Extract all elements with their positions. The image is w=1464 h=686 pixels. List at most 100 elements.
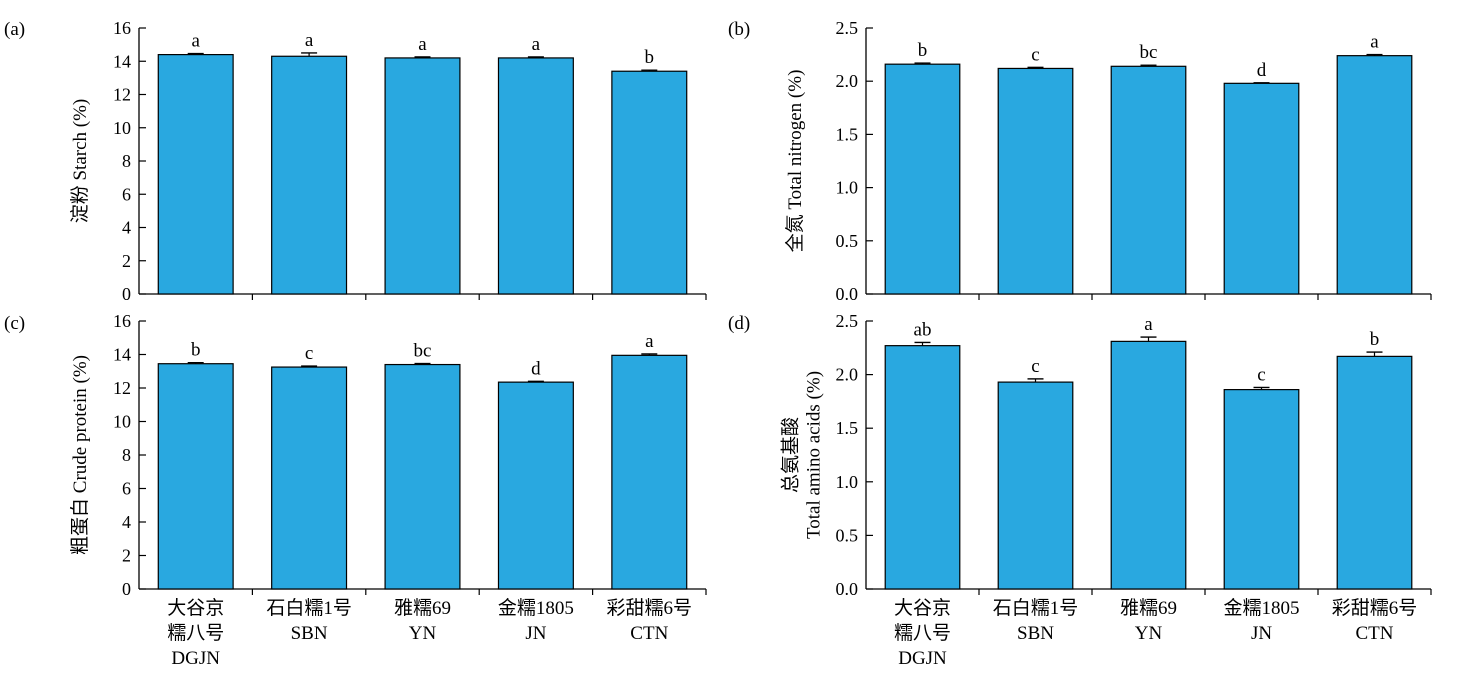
- panel-c-significance-label: c: [305, 343, 313, 364]
- panel-d-y-tick-label: 2.0: [836, 365, 859, 385]
- panel-c-y-tick-label: 2: [122, 546, 131, 566]
- panel-b-label: (b): [728, 19, 750, 40]
- panel-a-bar: [497, 57, 574, 295]
- panel-c-x-tick-label: DGJN: [171, 648, 220, 669]
- panel-b-bar: [1223, 82, 1300, 295]
- panel-d-y-axis-title-line: 总氨基酸: [780, 417, 802, 493]
- panel-d-significance-label: b: [1370, 329, 1380, 350]
- panel-d-y-tick-label: 0.0: [836, 579, 859, 599]
- panel-b-y-tick-label: 1.0: [836, 178, 859, 198]
- panel-a-bar: [611, 70, 688, 295]
- panel-b-bar: [884, 63, 961, 295]
- panel-d-bar: [1223, 389, 1300, 590]
- panel-c-x-tick-label: 金糯1805: [498, 597, 574, 619]
- panel-c-x-tick-label: 彩甜糯6号: [607, 597, 693, 619]
- panel-c-bar: [384, 363, 461, 590]
- panel-d-x-tick-label: CTN: [1356, 623, 1394, 644]
- panel-a-y-tick-label: 16: [113, 18, 131, 38]
- panel-a-y-tick-label: 2: [122, 251, 131, 271]
- panel-c-label: (c): [4, 313, 25, 334]
- panel-b-bar: [1110, 65, 1187, 295]
- panel-d-x-tick-label: JN: [1251, 623, 1272, 644]
- panel-d-y-axis-title-line: Total amino acids (%): [803, 371, 824, 539]
- panel-c-significance-label: a: [645, 331, 654, 352]
- panel-b-y-tick-label: 1.5: [836, 124, 859, 144]
- panel-a-bar: [271, 55, 348, 295]
- panel-b-y-axis-title: 全氮 Total nitrogen (%): [784, 70, 806, 253]
- panel-a-y-tick-label: 0: [122, 284, 131, 304]
- panel-b-significance-label: c: [1031, 44, 1039, 65]
- panel-d-x-tick-label: 雅糯69: [1120, 597, 1177, 619]
- panel-a-significance-label: a: [418, 34, 427, 55]
- panel-c-y-tick-label: 14: [113, 345, 131, 365]
- panel-d-x-tick-label: 金糯1805: [1223, 597, 1299, 619]
- panel-d-significance-label: a: [1144, 314, 1153, 335]
- panel-a-y-tick-label: 14: [113, 51, 131, 71]
- panel-b-significance-label: b: [918, 40, 928, 61]
- panel-b-significance-label: bc: [1140, 42, 1158, 63]
- panel-c-x-tick-label: 糯八号: [167, 622, 224, 644]
- panel-c-y-tick-label: 10: [113, 412, 131, 432]
- panel-b-y-tick-label: 0.5: [836, 231, 859, 251]
- panel-a-y-axis-title: 淀粉 Starch (%): [69, 99, 91, 224]
- panel-b-bar: [1336, 55, 1413, 295]
- panel-c-y-tick-label: 6: [122, 479, 131, 499]
- panel-c-y-tick-label: 12: [113, 378, 131, 398]
- panel-b-y-tick-label: 2.0: [836, 71, 859, 91]
- panel-c-x-tick-label: 石白糯1号: [266, 597, 352, 619]
- panel-d-x-tick-label: 彩甜糯6号: [1332, 597, 1418, 619]
- panel-a-y-tick-label: 8: [122, 151, 131, 171]
- panel-c-significance-label: d: [531, 358, 541, 379]
- panel-c-x-tick-label: CTN: [630, 623, 668, 644]
- panel-d-x-tick-label: 糯八号: [894, 622, 951, 644]
- panel-a-y-tick-label: 12: [113, 85, 131, 105]
- panel-c-x-tick-label: 大谷京: [167, 597, 224, 619]
- panel-d-y-tick-label: 2.5: [836, 311, 859, 331]
- panel-c-x-tick-label: JN: [525, 623, 546, 644]
- panel-c-bar: [157, 363, 234, 590]
- panel-d-y-tick-label: 1.5: [836, 418, 859, 438]
- panel-b-y-tick-label: 2.5: [836, 18, 859, 38]
- panel-d-significance-label: ab: [914, 319, 932, 340]
- panel-b-bar: [997, 67, 1074, 295]
- panel-a-significance-label: a: [532, 34, 541, 55]
- panel-d-y-tick-label: 0.5: [836, 525, 859, 545]
- panel-c-y-tick-label: 16: [113, 311, 131, 331]
- panel-a-significance-label: a: [191, 31, 200, 52]
- panel-d-y-tick-label: 1.0: [836, 472, 859, 492]
- panel-a-bar: [384, 57, 461, 295]
- panel-b-significance-label: a: [1370, 32, 1379, 53]
- panel-d-x-tick-label: YN: [1135, 623, 1163, 644]
- panel-a-y-tick-label: 4: [122, 218, 131, 238]
- panel-c-y-tick-label: 8: [122, 445, 131, 465]
- panel-c-y-axis-title: 粗蛋白 Crude protein (%): [69, 355, 91, 555]
- panel-c-bar: [271, 366, 348, 590]
- panel-d-bar: [997, 381, 1074, 590]
- panel-d-x-tick-label: 大谷京: [894, 597, 951, 619]
- panel-c-x-tick-label: SBN: [291, 623, 328, 644]
- panel-a-y-tick-label: 6: [122, 184, 131, 204]
- panel-d-x-tick-label: SBN: [1017, 623, 1054, 644]
- panel-a-label: (a): [4, 19, 25, 40]
- panel-c-bar: [611, 354, 688, 590]
- panel-c-y-tick-label: 0: [122, 579, 131, 599]
- panel-d-bar: [1110, 340, 1187, 590]
- panel-a-bar: [157, 53, 234, 295]
- panel-a-y-tick-label: 10: [113, 118, 131, 138]
- panel-d-bar: [1336, 355, 1413, 590]
- panel-c-x-tick-label: 雅糯69: [394, 597, 451, 619]
- panel-c-significance-label: b: [191, 340, 201, 361]
- panel-c-bar: [497, 381, 574, 590]
- panel-a-significance-label: a: [305, 30, 314, 51]
- panel-d-x-tick-label: DGJN: [898, 648, 947, 669]
- panel-d-significance-label: c: [1257, 364, 1265, 385]
- panel-d-label: (d): [728, 313, 750, 334]
- panel-c-y-tick-label: 4: [122, 512, 131, 532]
- panel-d-significance-label: c: [1031, 356, 1039, 377]
- panel-d-x-tick-label: 石白糯1号: [993, 597, 1079, 619]
- panel-d-y-axis-title: 总氨基酸Total amino acids (%): [780, 371, 825, 539]
- panel-b-significance-label: d: [1257, 60, 1267, 81]
- panel-d-bar: [884, 345, 961, 590]
- panel-b-y-tick-label: 0.0: [836, 284, 859, 304]
